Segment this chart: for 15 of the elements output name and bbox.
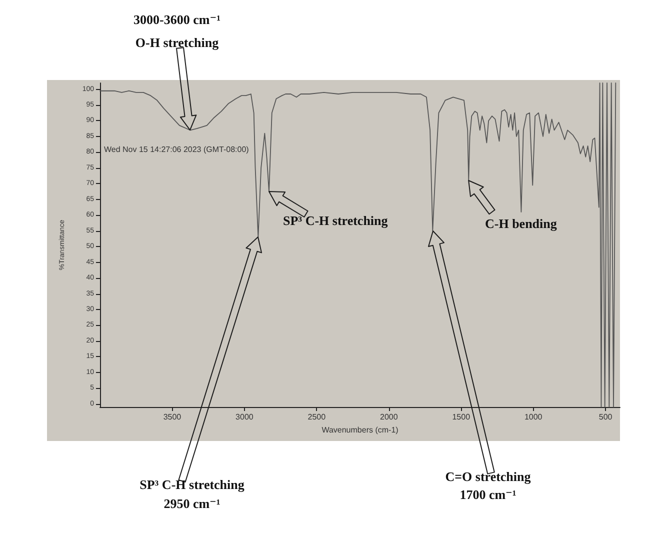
x-tick-label: 3000	[236, 412, 254, 422]
x-tick-label: 3500	[163, 412, 182, 422]
text: C=O stretching 1700 cm⁻¹	[445, 468, 531, 504]
x-tick-label: 2000	[380, 412, 398, 422]
annotation: SP³ C-H stretching	[283, 212, 388, 230]
x-tick-label: 1000	[524, 412, 543, 422]
x-tick-label: 1500	[452, 412, 471, 422]
x-tick-label: 500	[598, 412, 613, 422]
annotation: Wed Nov 15 14:27:06 2023 (GMT-08:00)	[104, 145, 249, 155]
line-series	[100, 82, 616, 408]
text: 3000-3600 cm⁻¹ O-H stretching	[134, 11, 220, 52]
text: SP³ C-H stretching 2950 cm⁻¹	[140, 476, 244, 513]
annotation: C-H bending	[485, 215, 557, 233]
x-tick-label: 2500	[308, 412, 326, 422]
x-axis-title: Wavenumbers (cm-1)	[322, 425, 399, 434]
